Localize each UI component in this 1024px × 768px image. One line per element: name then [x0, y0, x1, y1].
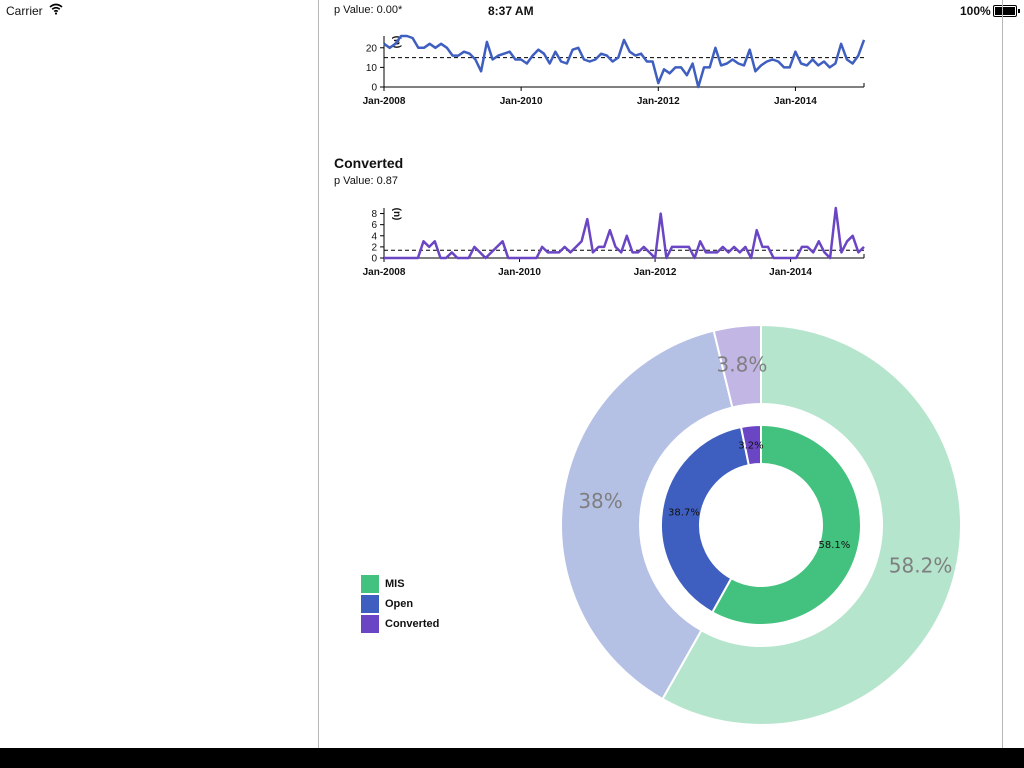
- chart-2-series-line: [384, 206, 865, 260]
- inner-donut-slice-converted: [739, 423, 762, 467]
- outer-donut-label-mis: 58.2%: [889, 554, 953, 578]
- chart-1-y-tick-label: 0: [371, 83, 377, 94]
- chart-1-x-tick-label: Jan-2008: [363, 96, 406, 107]
- chart-1-y-tick-label: 20: [366, 43, 378, 54]
- status-bar: Carrier 8:37 AM 100%: [0, 0, 1024, 22]
- chart-2-y-tick-label: 6: [371, 220, 377, 231]
- inner-donut-slice-mis: [710, 423, 862, 626]
- chart-1-series-line: [383, 34, 866, 89]
- wifi-icon: [49, 3, 63, 15]
- inner-donut-label-mis: 58.1%: [819, 540, 851, 551]
- chart-2-y-tick-label: 0: [371, 254, 377, 265]
- bottom-bar: [0, 748, 1024, 768]
- left-panel-divider: [318, 0, 319, 748]
- outer-donut-label-open: 38%: [578, 489, 622, 513]
- donut-legend: MIS Open Converted: [361, 575, 439, 635]
- legend-item-converted: Converted: [361, 615, 439, 633]
- chart-2-y-tick-label: 2: [371, 242, 377, 253]
- legend-swatch-mis: [361, 575, 379, 593]
- chart-2-x-tick-label: Jan-2012: [634, 267, 677, 278]
- chart-2-x-tick-label: Jan-2010: [498, 267, 541, 278]
- battery-percent: 100%: [960, 4, 991, 18]
- outer-donut-slice-converted: [712, 323, 762, 409]
- chart-2-x-tick-label: Jan-2014: [769, 267, 812, 278]
- legend-label-mis: MIS: [385, 578, 405, 590]
- battery-icon: [993, 5, 1020, 17]
- legend-swatch-open: [361, 595, 379, 613]
- clock: 8:37 AM: [488, 4, 534, 18]
- chart-1-p-value: p Value: 0.00*: [334, 4, 403, 16]
- inner-donut-slice-open: [660, 425, 750, 614]
- chart-2-p-value: p Value: 0.87: [334, 175, 399, 187]
- outer-donut-slice-mis: [661, 323, 962, 726]
- inner-donut-label-open: 38.7%: [668, 508, 700, 519]
- right-panel-divider: [1002, 0, 1003, 748]
- outer-donut-label-converted: 3.8%: [717, 353, 768, 377]
- legend-label-converted: Converted: [385, 618, 440, 630]
- legend-item-mis: MIS: [361, 575, 439, 593]
- inner-donut-label-converted: 3.2%: [738, 440, 763, 451]
- chart-2-y-tick-label: 8: [371, 209, 377, 220]
- chart-1-x-tick-label: Jan-2010: [500, 96, 543, 107]
- legend-item-open: Open: [361, 595, 439, 613]
- outer-donut-slice-open: [560, 329, 734, 701]
- chart-1-y-tick-label: 10: [366, 63, 378, 74]
- chart-1-x-tick-label: Jan-2012: [637, 96, 680, 107]
- chart-2-title: Converted: [334, 155, 404, 171]
- chart-1-x-tick-label: Jan-2014: [774, 96, 817, 107]
- legend-label-open: Open: [385, 598, 414, 610]
- chart-2-y-axis-label: (n): [391, 208, 402, 221]
- chart-2-y-tick-label: 4: [371, 231, 377, 242]
- chart-2-x-tick-label: Jan-2008: [363, 267, 406, 278]
- carrier-label: Carrier: [6, 4, 43, 18]
- legend-swatch-converted: [361, 615, 379, 633]
